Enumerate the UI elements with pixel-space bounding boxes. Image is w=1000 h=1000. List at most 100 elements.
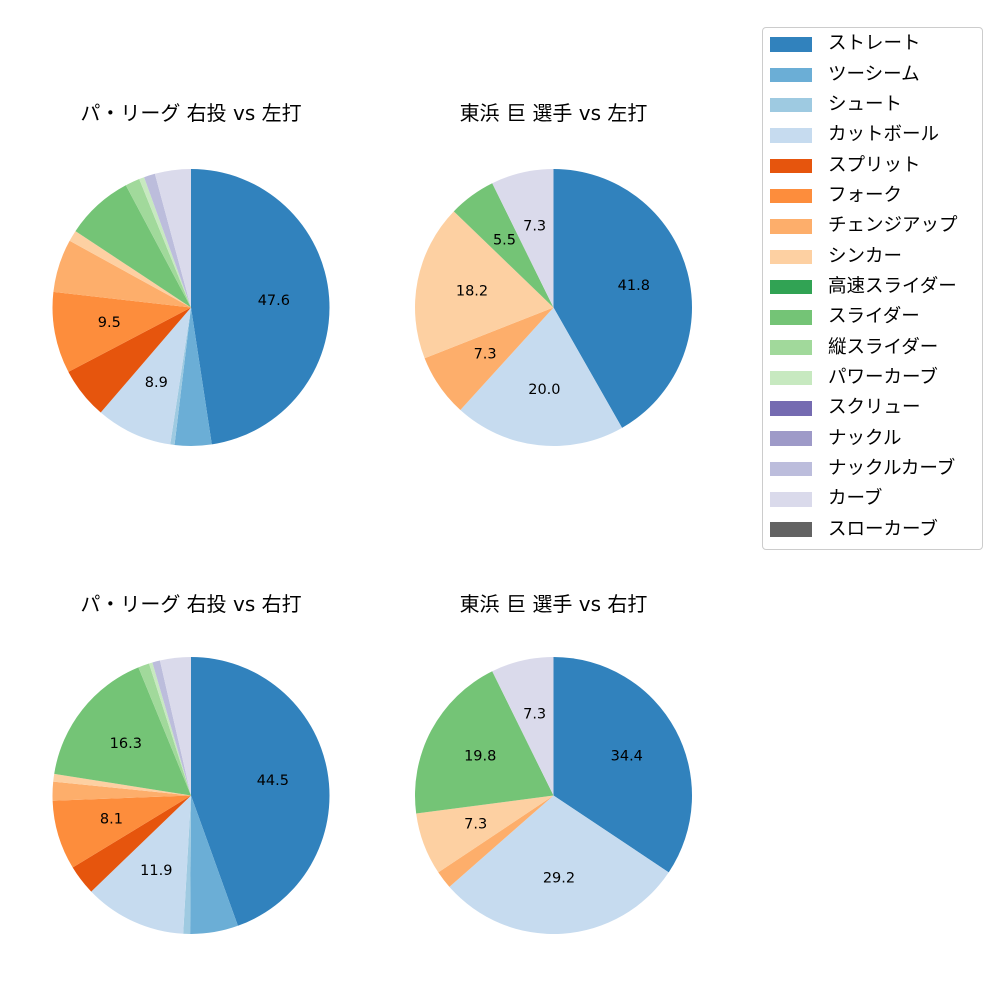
- pie-slice: [52, 291, 192, 372]
- legend-swatch: [770, 37, 812, 52]
- legend-label: シュート: [828, 94, 903, 116]
- slice-percent-label: 19.8: [464, 748, 496, 764]
- pie-slice: [54, 667, 191, 796]
- pie-slice: [449, 795, 669, 934]
- slice-percent-label: 8.1: [100, 811, 123, 827]
- slice-percent-label: 44.5: [257, 773, 289, 789]
- pie-slice: [152, 660, 191, 796]
- pie-slice: [183, 795, 191, 934]
- legend-swatch: [770, 279, 812, 295]
- pie-slice: [149, 662, 191, 796]
- chart-title-league-vs-left: パ・リーグ 右投 vs 左打: [80, 101, 302, 125]
- legend-item: カーブ: [763, 484, 982, 514]
- legend-swatch: [770, 522, 812, 537]
- pie-slice: [52, 795, 192, 868]
- pie-slice: [159, 657, 191, 796]
- slice-percent-label: 5.5: [493, 232, 516, 248]
- pie-slice: [438, 795, 554, 887]
- legend-item: ナックルカーブ: [763, 454, 982, 484]
- pie-chart-league-vs-left: 47.6 8.9 9.5: [52, 169, 330, 446]
- legend-label: 縦スライダー: [828, 336, 939, 358]
- legend-label: フォーク: [828, 185, 903, 207]
- legend-label: スライダー: [828, 306, 920, 328]
- legend-item: スクリュー: [763, 393, 982, 423]
- pie-slice: [191, 169, 330, 445]
- pie-slice: [453, 183, 554, 308]
- legend-swatch: [770, 310, 812, 325]
- legend-item: パワーカーブ: [763, 363, 982, 393]
- slice-percent-label: 9.5: [98, 315, 121, 331]
- pie-slice: [138, 663, 191, 796]
- legend-swatch: [770, 219, 812, 234]
- pie-slice: [69, 231, 191, 308]
- slice-percent-label: 8.9: [145, 375, 168, 391]
- legend-label: パワーカーブ: [828, 367, 938, 389]
- slice-percent-label: 20.0: [528, 382, 560, 398]
- pie-slice: [125, 179, 191, 308]
- legend-label: チェンジアップ: [828, 215, 958, 237]
- legend-item: スライダー: [763, 302, 982, 332]
- legend-label: カーブ: [828, 488, 883, 510]
- slice-percent-label: 29.2: [543, 870, 575, 886]
- pie-slice: [154, 169, 191, 308]
- legend-swatch: [770, 128, 812, 143]
- legend-swatch: [770, 461, 812, 477]
- pie-slice: [415, 671, 554, 814]
- slice-percent-label: 7.3: [474, 347, 497, 363]
- legend-item: ストレート: [763, 29, 982, 59]
- slice-percent-label: 47.6: [258, 293, 290, 309]
- legend-swatch: [770, 188, 812, 204]
- pie-slice: [424, 307, 554, 411]
- pie-slice: [53, 240, 192, 308]
- pie-slice: [191, 657, 330, 926]
- legend-label: ツーシーム: [828, 63, 920, 85]
- legend-item: フォーク: [763, 181, 982, 211]
- pie-slice: [415, 211, 554, 359]
- legend-label: スプリット: [828, 154, 921, 176]
- chart-title-pitcher-vs-left: 東浜 巨 選手 vs 左打: [459, 101, 648, 125]
- pie-chart-league-vs-right: 44.5 11.9 8.1 16.3: [52, 657, 330, 934]
- pie-slice: [174, 307, 212, 446]
- pie-slice: [553, 657, 692, 873]
- legend-label: スクリュー: [828, 397, 921, 419]
- legend-item: チェンジアップ: [763, 211, 982, 241]
- chart-title-league-vs-right: パ・リーグ 右投 vs 右打: [80, 592, 302, 616]
- legend-item: 縦スライダー: [763, 333, 982, 363]
- pie-slice: [72, 795, 191, 892]
- slice-percent-label: 16.3: [110, 736, 142, 752]
- pie-slice: [416, 795, 554, 873]
- legend-swatch: [770, 97, 812, 113]
- legend-item: カットボール: [763, 120, 982, 150]
- legend-item: スプリット: [763, 151, 982, 181]
- legend-item: スローカーブ: [763, 515, 982, 545]
- legend: ストレート ツーシーム シュート カットボール スプリット フォーク チェンジア…: [762, 27, 983, 550]
- legend-item: ナックル: [763, 424, 982, 454]
- legend-swatch: [770, 249, 812, 264]
- legend-label: スローカーブ: [828, 518, 938, 540]
- slice-percent-label: 7.3: [464, 817, 487, 833]
- legend-swatch: [770, 370, 812, 386]
- legend-label: ストレート: [828, 33, 921, 55]
- pie-slice: [553, 169, 692, 428]
- legend-swatch: [770, 340, 812, 355]
- legend-item: シンカー: [763, 242, 982, 272]
- slice-percent-label: 18.2: [456, 283, 488, 299]
- legend-item: 高速スライダー: [763, 272, 982, 302]
- pie-slice: [492, 169, 554, 308]
- legend-swatch: [770, 158, 812, 174]
- legend-swatch: [770, 401, 812, 416]
- slice-percent-label: 11.9: [140, 863, 172, 879]
- legend-label: カットボール: [828, 124, 940, 146]
- legend-swatch: [770, 67, 812, 83]
- slice-percent-label: 34.4: [611, 748, 643, 764]
- legend-label: 高速スライダー: [828, 276, 957, 298]
- legend-swatch: [770, 492, 812, 507]
- pie-slice: [139, 177, 191, 308]
- pie-slice: [190, 795, 238, 934]
- pie-slice: [68, 307, 191, 413]
- pie-slice: [170, 307, 191, 446]
- legend-label: シンカー: [828, 245, 903, 267]
- pie-slice: [52, 781, 192, 801]
